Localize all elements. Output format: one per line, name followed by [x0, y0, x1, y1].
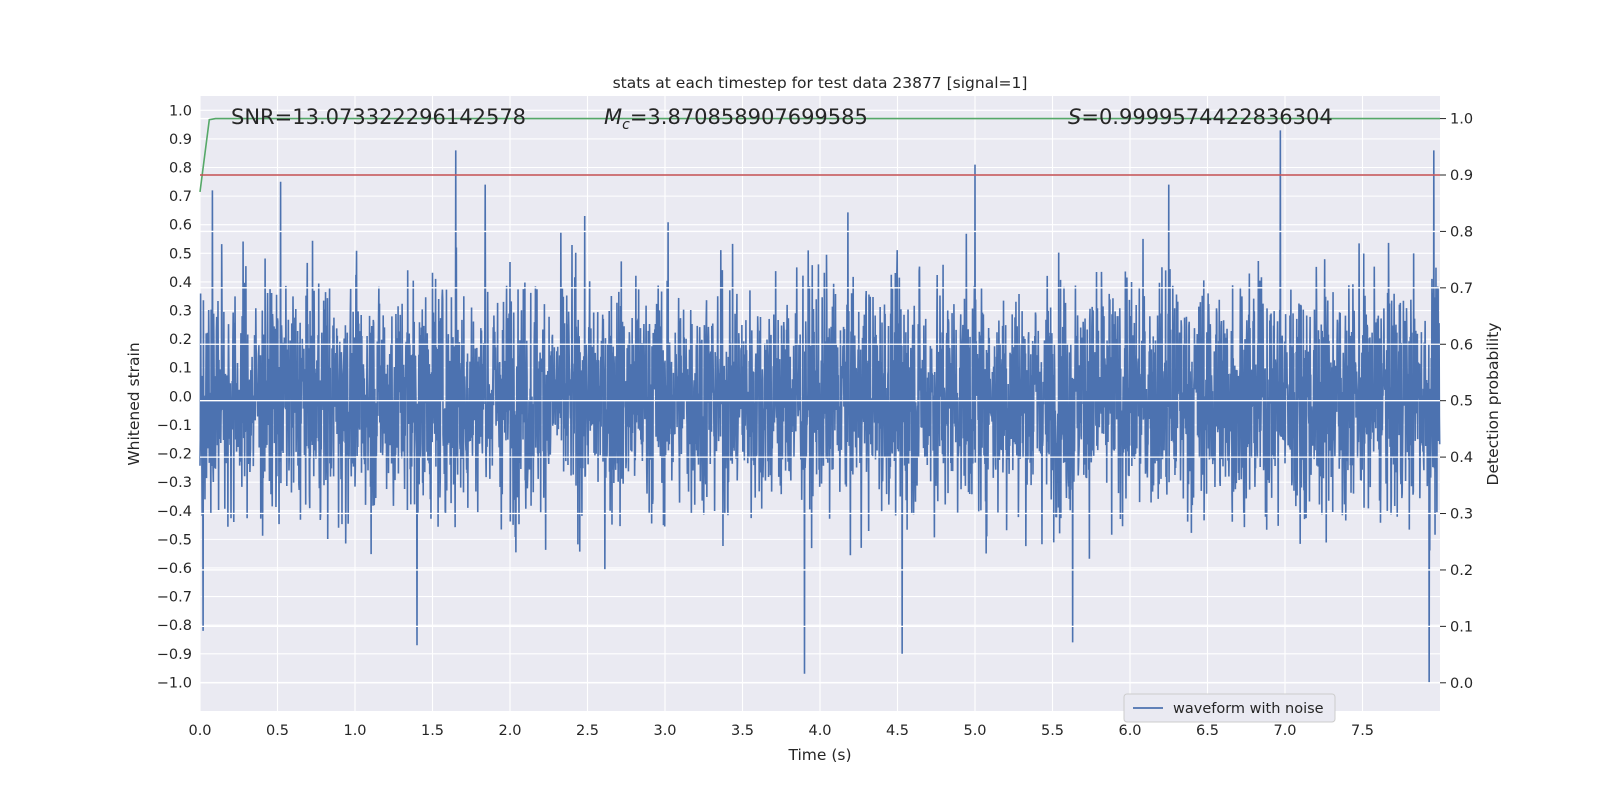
mc-value: =3.870858907699585: [630, 105, 868, 129]
waveform-line: [199, 130, 1441, 683]
y2-tick-label: 0.1: [1450, 619, 1473, 635]
y-tick-label: 0.2: [169, 332, 192, 348]
y2-tick-label: 0.4: [1450, 450, 1473, 466]
y-tick-label: −0.9: [157, 647, 192, 663]
x-tick-label: 6.5: [1196, 723, 1219, 739]
y-axis-ticks: 1.0 0.9 0.8 0.7 0.6 0.5 0.4 0.3 0.2 0.1 0.0 −0.1 −0.…: [157, 103, 192, 691]
y2-axis-ticks: 1.0 0.9 0.8 0.7 0.6 0.5 0.4 0.3 0.2 0.1 0.0: [1440, 112, 1473, 692]
y-axis-label: Whitened strain: [125, 342, 143, 465]
x-tick-label: 1.5: [421, 723, 444, 739]
y2-axis-label: Detection probability: [1484, 323, 1502, 486]
x-tick-label: 0.5: [266, 723, 289, 739]
y-tick-label: −0.6: [157, 561, 192, 577]
y-tick-label: 1.0: [169, 103, 192, 119]
y-tick-label: 0.1: [169, 361, 192, 377]
x-tick-label: 2.0: [498, 723, 521, 739]
y-tick-label: 0.4: [169, 275, 192, 291]
x-tick-label: 4.0: [808, 723, 831, 739]
y-tick-label: −1.0: [157, 675, 192, 691]
y-tick-label: −0.5: [157, 532, 192, 548]
x-tick-label: 1.0: [343, 723, 366, 739]
y2-tick-label: 0.0: [1450, 676, 1473, 692]
y-tick-label: −0.3: [157, 475, 192, 491]
waveform-series: [199, 130, 1441, 683]
y-tick-label: 0.0: [169, 389, 192, 405]
mc-annotation: Mc=3.870858907699585: [604, 105, 868, 133]
x-tick-label: 3.5: [731, 723, 754, 739]
y-tick-label: 0.8: [169, 161, 192, 177]
probability-series: [199, 117, 1440, 193]
y-tick-label: 0.3: [169, 304, 192, 320]
y2-tick-label: 0.5: [1450, 394, 1473, 410]
legend: waveform with noise: [1123, 693, 1336, 723]
x-axis-label: Time (s): [787, 746, 851, 764]
y-tick-label: −0.7: [157, 590, 192, 606]
y2-tick-label: 1.0: [1450, 112, 1473, 128]
y-tick-label: 0.6: [169, 218, 192, 234]
x-tick-label: 0.0: [188, 723, 211, 739]
x-tick-label: 3.0: [653, 723, 676, 739]
s-annotation: S=0.9999574422836304: [1068, 105, 1333, 129]
y2-tick-label: 0.3: [1450, 507, 1473, 523]
y-tick-label: −0.8: [157, 618, 192, 634]
x-tick-label: 5.0: [963, 723, 986, 739]
legend-box: [1123, 693, 1336, 723]
x-tick-label: 4.5: [886, 723, 909, 739]
mc-subscript: c: [622, 117, 630, 133]
s-value: =0.9999574422836304: [1081, 105, 1332, 129]
snr-annotation: SNR=13.073322296142578: [231, 105, 526, 129]
x-tick-label: 2.5: [576, 723, 599, 739]
x-tick-label: 7.0: [1273, 723, 1296, 739]
y2-tick-label: 0.8: [1450, 224, 1473, 240]
y2-tick-label: 0.6: [1450, 337, 1473, 353]
y2-tick-label: 0.7: [1450, 281, 1473, 297]
chart-title: stats at each timestep for test data 238…: [613, 74, 1028, 92]
plot-area: [199, 96, 1441, 711]
y-tick-label: 0.7: [169, 189, 192, 205]
y-tick-label: −0.1: [157, 418, 192, 434]
y-tick-label: −0.4: [157, 504, 192, 520]
x-tick-label: 7.5: [1351, 723, 1374, 739]
x-axis-ticks: 0.0 0.5 1.0 1.5 2.0 2.5 3.0 3.5 4.0 4.5 5.0 5.5 6.0 6…: [188, 723, 1374, 739]
y2-tick-label: 0.2: [1450, 563, 1473, 579]
detection-probability-line: [199, 117, 1440, 193]
mc-symbol: M: [604, 105, 622, 129]
y2-tick-label: 0.9: [1450, 168, 1473, 184]
x-tick-label: 6.0: [1118, 723, 1141, 739]
legend-label-waveform: waveform with noise: [1173, 701, 1324, 717]
x-tick-label: 5.5: [1041, 723, 1064, 739]
y-tick-label: 0.9: [169, 132, 192, 148]
y-tick-label: −0.2: [157, 447, 192, 463]
y-tick-label: 0.5: [169, 246, 192, 262]
s-symbol: S: [1068, 105, 1081, 129]
